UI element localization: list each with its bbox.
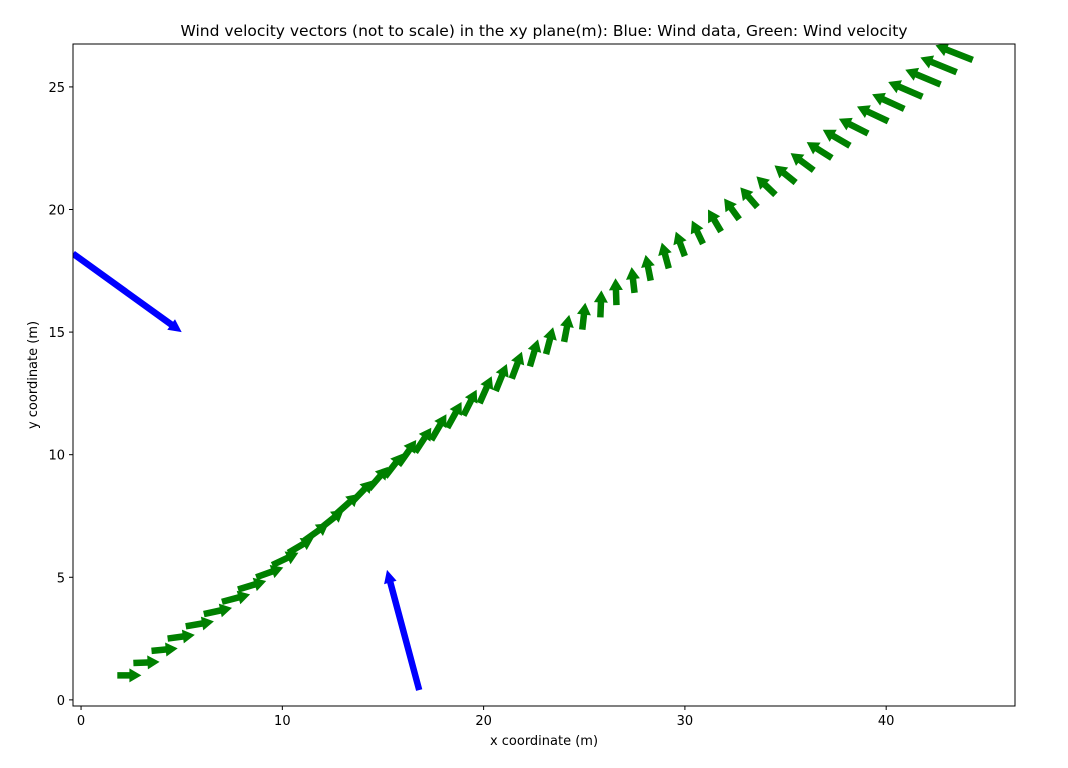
wind-velocity-arrow (526, 339, 542, 368)
wind-velocity-arrow (382, 453, 404, 479)
wind-velocity-arrow (460, 389, 478, 417)
wind-velocity-arrow (708, 209, 724, 234)
wind-velocity-arrow (577, 302, 591, 330)
wind-velocity-arrow (774, 165, 798, 186)
wind-velocity-arrow (117, 668, 142, 683)
wind-velocity-arrow (724, 198, 742, 222)
wind-velocity-arrow (838, 117, 870, 137)
vectors-layer (73, 44, 974, 691)
y-tick-label: 15 (48, 326, 65, 341)
wind-velocity-arrow (508, 351, 525, 380)
wind-velocity-arrow (658, 242, 672, 270)
wind-velocity-arrow (641, 254, 655, 282)
wind-velocity-arrow (237, 577, 267, 593)
wind-velocity-arrow (476, 376, 494, 405)
wind-velocity-arrow (935, 44, 974, 63)
y-tick-label: 20 (48, 204, 65, 219)
x-tick-label: 30 (677, 714, 694, 729)
wind-velocity-arrow (920, 55, 958, 76)
wind-velocity-arrow (412, 427, 432, 454)
wind-velocity-arrow (905, 67, 942, 88)
wind-velocity-arrow (255, 565, 284, 581)
wind-velocity-arrow (167, 629, 195, 644)
wind-velocity-arrow (673, 231, 688, 258)
wind-velocity-arrow (806, 142, 834, 161)
wind-velocity-arrow (492, 364, 509, 393)
plot-frame (72, 43, 1016, 707)
x-tick-label: 20 (475, 714, 492, 729)
y-tick-label: 5 (57, 571, 65, 586)
wind-velocity-arrow (560, 314, 574, 343)
wind-velocity-arrow (185, 616, 214, 631)
y-tick-label: 10 (48, 449, 65, 464)
wind-velocity-arrow (444, 402, 462, 430)
y-tick-label: 0 (57, 694, 65, 709)
wind-velocity-arrow (756, 176, 778, 198)
wind-velocity-arrow (203, 603, 232, 618)
wind-velocity-arrow (790, 153, 816, 173)
wind-velocity-arrow (888, 80, 924, 100)
wind-velocity-arrow (270, 551, 299, 568)
wind-velocity-arrow (690, 220, 706, 246)
wind-velocity-arrow (133, 655, 160, 670)
x-tick-label: 0 (77, 714, 85, 729)
wind-velocity-arrow (593, 290, 608, 318)
y-axis: 0 5 10 15 20 25 (48, 81, 73, 709)
wind-velocity-arrow (428, 414, 447, 442)
y-axis-label: y coordinate (m) (26, 321, 41, 429)
wind-velocity-arrow (626, 267, 640, 294)
wind-velocity-arrow (318, 509, 344, 531)
wind-velocity-arrow (608, 278, 623, 306)
wind-velocity-arrow (872, 92, 906, 112)
wind-data-arrow (384, 569, 423, 691)
wind-velocity-arrow (822, 129, 852, 149)
x-axis-label: x coordinate (m) (490, 734, 598, 749)
wind-velocity-arrow (366, 466, 388, 492)
wind-velocity-arrow (151, 642, 178, 657)
wind-velocity-arrow (740, 187, 760, 210)
wind-data-arrow (73, 251, 182, 333)
wind-velocity-arrow (221, 590, 251, 605)
y-tick-label: 25 (48, 81, 65, 96)
x-axis: 0 10 20 30 40 (77, 706, 895, 729)
x-tick-label: 40 (878, 714, 895, 729)
x-tick-label: 10 (274, 714, 291, 729)
wind-velocity-arrow (542, 327, 557, 355)
wind-velocity-arrow (396, 440, 417, 467)
wind-velocity-arrow (857, 105, 890, 125)
chart-title: Wind velocity vectors (not to scale) in … (181, 22, 908, 40)
